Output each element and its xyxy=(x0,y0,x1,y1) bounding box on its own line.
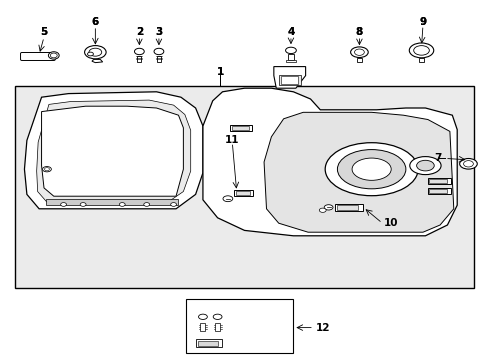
Ellipse shape xyxy=(223,196,232,202)
Bar xyxy=(334,204,363,211)
Text: 6: 6 xyxy=(92,17,99,27)
Bar xyxy=(418,58,424,62)
Bar xyxy=(356,58,361,62)
Ellipse shape xyxy=(351,158,390,180)
Ellipse shape xyxy=(319,208,325,212)
Ellipse shape xyxy=(213,314,222,319)
Ellipse shape xyxy=(48,52,59,59)
Bar xyxy=(185,299,293,353)
Bar xyxy=(46,199,178,205)
Ellipse shape xyxy=(413,46,428,55)
Polygon shape xyxy=(41,106,183,196)
Ellipse shape xyxy=(459,158,476,169)
Text: 9: 9 xyxy=(419,17,426,27)
Text: 6: 6 xyxy=(92,17,99,27)
Ellipse shape xyxy=(198,314,207,319)
Ellipse shape xyxy=(80,203,86,206)
Ellipse shape xyxy=(87,52,93,56)
Text: 2: 2 xyxy=(136,27,142,37)
Ellipse shape xyxy=(61,203,66,206)
Text: 5: 5 xyxy=(41,27,47,37)
Text: 1: 1 xyxy=(216,67,223,77)
Bar xyxy=(287,54,293,60)
Bar xyxy=(337,205,357,210)
Polygon shape xyxy=(203,88,456,236)
Text: 3: 3 xyxy=(155,27,162,37)
Bar xyxy=(427,178,450,184)
Ellipse shape xyxy=(154,48,163,55)
Ellipse shape xyxy=(408,43,433,58)
Text: 3: 3 xyxy=(155,27,162,37)
Polygon shape xyxy=(24,92,203,209)
Text: 1: 1 xyxy=(216,67,223,77)
FancyBboxPatch shape xyxy=(20,53,55,60)
Ellipse shape xyxy=(324,205,332,210)
Ellipse shape xyxy=(463,161,472,167)
Ellipse shape xyxy=(134,48,144,55)
Bar xyxy=(428,179,446,183)
Bar xyxy=(200,323,205,331)
Bar xyxy=(233,190,253,196)
Bar xyxy=(235,191,250,195)
Bar xyxy=(281,76,298,84)
Text: 2: 2 xyxy=(136,27,142,37)
Ellipse shape xyxy=(44,168,49,171)
Bar xyxy=(278,75,300,85)
Bar xyxy=(285,60,295,62)
Bar xyxy=(215,323,220,331)
Text: 4: 4 xyxy=(286,27,294,37)
Ellipse shape xyxy=(50,53,57,58)
Text: 10: 10 xyxy=(383,218,398,228)
Bar xyxy=(231,126,248,130)
Bar xyxy=(157,56,161,62)
Ellipse shape xyxy=(337,150,405,189)
Bar xyxy=(15,86,473,288)
Ellipse shape xyxy=(416,160,433,171)
Text: 9: 9 xyxy=(419,17,426,27)
Text: 7: 7 xyxy=(433,153,441,163)
Ellipse shape xyxy=(409,157,440,175)
Ellipse shape xyxy=(325,143,417,196)
Text: 8: 8 xyxy=(355,27,362,37)
Ellipse shape xyxy=(170,203,176,206)
Text: 12: 12 xyxy=(315,323,329,333)
Polygon shape xyxy=(264,112,453,232)
Polygon shape xyxy=(92,59,102,63)
Polygon shape xyxy=(37,100,190,202)
Text: 8: 8 xyxy=(355,27,362,37)
Bar xyxy=(137,56,141,62)
Bar xyxy=(195,339,222,347)
Ellipse shape xyxy=(354,49,364,55)
Ellipse shape xyxy=(84,46,106,59)
Bar xyxy=(427,188,450,194)
Ellipse shape xyxy=(89,48,102,56)
Bar xyxy=(198,341,217,346)
Bar xyxy=(428,189,446,193)
Ellipse shape xyxy=(143,203,149,206)
Text: 11: 11 xyxy=(224,135,239,145)
Text: 4: 4 xyxy=(286,27,294,37)
Text: 5: 5 xyxy=(41,27,47,37)
Ellipse shape xyxy=(350,47,367,58)
Ellipse shape xyxy=(42,167,51,172)
Polygon shape xyxy=(273,67,305,88)
Ellipse shape xyxy=(119,203,125,206)
Bar xyxy=(229,125,251,131)
Ellipse shape xyxy=(285,47,296,54)
